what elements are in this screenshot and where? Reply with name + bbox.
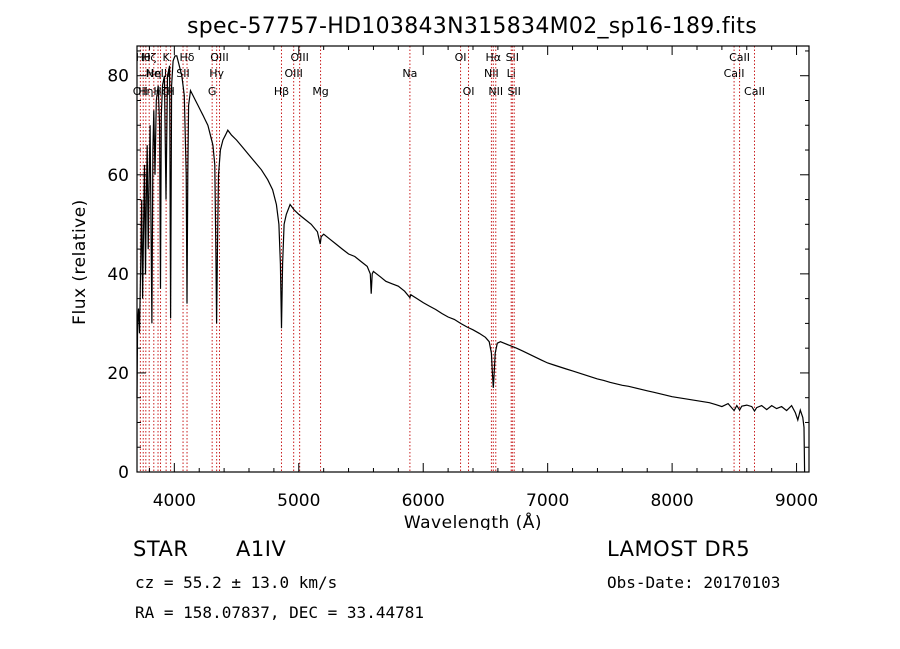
line-marker-label: Li [507,67,516,80]
line-marker-label: SII [506,51,519,64]
line-marker-label: Hα [486,51,502,64]
x-tick-label: 9000 [775,491,818,511]
line-marker-label: CaII [744,85,765,98]
x-tick-label: 6000 [402,491,445,511]
x-tick-label: 5000 [277,491,320,511]
line-marker-label: OIII [210,51,228,64]
line-marker-label: Hδ [180,51,195,64]
y-axis-label: Flux (relative) [70,199,90,325]
line-marker-label: OIII [290,51,308,64]
x-tick-label: 4000 [153,491,196,511]
y-tick-label: 60 [107,166,129,186]
line-marker-label: CaII [729,51,750,64]
line-marker-label: SII [507,85,520,98]
spectral-subclass: A1IV [236,537,287,561]
object-type: STAR [133,537,189,561]
line-marker-label: H [166,85,174,98]
x-axis: 4000 5000 6000 7000 8000 9000 [148,46,818,511]
line-marker-label: NeIII [146,67,171,80]
x-tick-label: 8000 [650,491,693,511]
line-marker-label: K [163,51,171,64]
y-tick-label: 80 [107,67,129,87]
x-axis-label: Wavelength (Å) [404,511,542,530]
spectrum-chart: spec-57757-HD103843N315834M02_sp16-189.f… [70,14,818,530]
redshift-velocity: cz = 55.2 ± 13.0 km/s [135,573,338,592]
line-marker-label: Hζ [142,51,156,64]
y-tick-label: 0 [118,463,129,483]
line-marker-label: Hθ [136,51,151,64]
y-axis: 0 20 40 60 80 [107,50,809,483]
line-marker-label: Hη [146,67,161,80]
observation-date: Obs-Date: 20170103 [607,573,781,592]
survey-name: LAMOST DR5 [607,537,751,561]
line-marker-label: SII [176,67,189,80]
line-marker-label: Mg [312,85,328,98]
line-marker-label: OI [463,85,475,98]
y-tick-label: 40 [107,265,129,285]
line-marker-label: NII [488,85,503,98]
line-marker-label: OIII [284,67,302,80]
y-tick-label: 20 [107,364,129,384]
line-marker-label: Hη [138,85,153,98]
spectrum-line [136,55,806,473]
line-marker-label: G [208,85,217,98]
chart-title: spec-57757-HD103843N315834M02_sp16-189.f… [187,14,757,39]
line-markers: OIIHθHηHζHηNeIIIHζKHSIIHδGHγOIIIHβOIIIOI… [133,46,765,472]
line-marker-label: Hβ [274,85,289,98]
line-marker-label: OI [455,51,467,64]
line-marker-label: Hγ [209,67,224,80]
line-marker-label: Na [402,67,417,80]
line-marker-label: CaII [724,67,745,80]
sky-coordinates: RA = 158.07837, DEC = 33.44781 [135,603,424,622]
line-marker-label: NII [484,67,499,80]
x-tick-label: 7000 [526,491,569,511]
plot-frame [136,45,810,473]
